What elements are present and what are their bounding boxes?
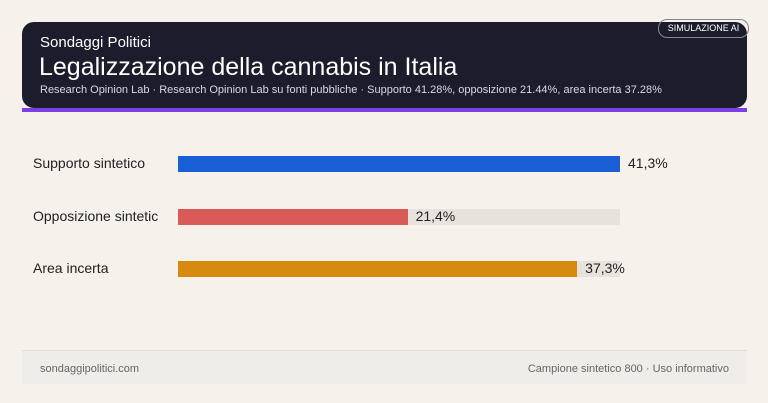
footer: sondaggipolitici.com Campione sintetico … (22, 350, 747, 384)
bar-track (178, 261, 620, 277)
bar-track (178, 209, 620, 225)
accent-line (22, 108, 747, 112)
badge-text: SIMULAZIONE AI (667, 23, 740, 33)
bar-track (178, 156, 620, 172)
category-label: Opposizione sintetic (33, 208, 159, 224)
footer-site: sondaggipolitici.com (40, 363, 140, 375)
bar (178, 156, 620, 172)
bar (178, 261, 578, 277)
bar (178, 209, 408, 225)
value-label: 41,3% (628, 155, 668, 171)
chart-subtitle: Research Opinion Lab · Research Opinion … (40, 84, 662, 96)
brand-kicker: Sondaggi Politici (40, 34, 151, 51)
category-label: Area incerta (33, 260, 109, 276)
value-label: 37,3% (585, 260, 625, 276)
bar-row: Supporto sintetico 41,3% (0, 154, 768, 174)
bar-row: Opposizione sintetic 21,4% (0, 207, 768, 227)
value-label: 21,4% (415, 208, 456, 224)
category-label: Supporto sintetico (33, 155, 146, 171)
header-card: Sondaggi Politici Legalizzazione della c… (22, 22, 747, 108)
bar-row: Area incerta 37,3% (0, 259, 768, 279)
chart-title: Legalizzazione della cannabis in Italia (39, 53, 458, 81)
simulation-badge: SIMULAZIONE AI (658, 19, 749, 38)
footer-note: Campione sintetico 800 · Uso informativo (527, 363, 729, 375)
